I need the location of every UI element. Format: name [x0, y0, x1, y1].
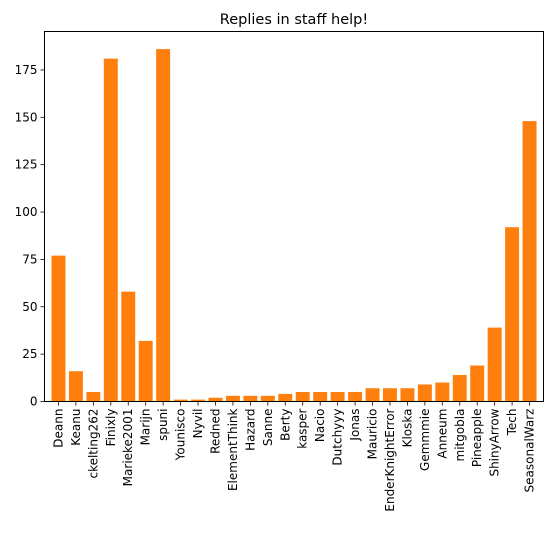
bar-Sanne [260, 395, 275, 402]
bar-Dutchyyy [330, 392, 345, 402]
bar-Berty [278, 393, 293, 402]
bar-Younisco [173, 399, 188, 402]
bar-SeasonalWarz [522, 121, 537, 402]
bar-Keanu [68, 371, 83, 402]
x-tick-label-spuni: spuni [156, 409, 170, 441]
bar-ShinyArrow [487, 327, 502, 402]
x-tick-label-Mauricio: Mauricio [366, 409, 380, 460]
chart-title: Replies in staff help! [220, 12, 368, 28]
bar-ElementThink [225, 395, 240, 402]
x-tick-label-Dutchyyy: Dutchyyy [331, 409, 345, 466]
y-tick-label: 150 [15, 110, 38, 124]
x-tick-label-Finixly: Finixly [104, 409, 118, 447]
y-tick-label: 175 [15, 63, 38, 77]
y-tick-label: 50 [22, 300, 37, 314]
bar-Nacio [313, 392, 328, 402]
bars [51, 49, 537, 402]
bar-Jonas [348, 392, 363, 402]
x-tick-label-mitgobla: mitgobla [453, 408, 467, 461]
x-tick-label-Nacio: Nacio [313, 409, 327, 443]
x-axis: Deann Keanu ckelting262 Finixly Marieke2001 M… [51, 401, 537, 512]
bar-Redned [208, 397, 223, 402]
y-tick-label: 75 [22, 252, 37, 266]
x-tick-label-Keanu: Keanu [69, 409, 83, 446]
x-tick-label-ckelting262: ckelting262 [86, 409, 100, 479]
y-tick-label: 125 [15, 158, 38, 172]
x-tick-label-Marieke2001: Marieke2001 [121, 409, 135, 487]
x-tick-label-Tech: Tech [505, 409, 519, 437]
x-tick-label-EnderKnightError: EnderKnightError [383, 408, 397, 511]
bar-mitgobla [452, 374, 467, 402]
x-tick-label-Anneum: Anneum [435, 409, 449, 459]
x-tick-label-Nyvil: Nyvil [191, 409, 205, 439]
x-tick-label-Redned: Redned [208, 409, 222, 454]
y-tick-label: 100 [15, 205, 38, 219]
bar-Kloska [400, 388, 415, 402]
plot-frame [44, 31, 544, 402]
y-tick-label: 25 [22, 347, 37, 361]
y-tick-label: 0 [30, 395, 38, 409]
x-tick-label-Hazard: Hazard [243, 409, 257, 451]
bar-spuni [156, 49, 171, 402]
x-tick-label-Jonas: Jonas [348, 409, 362, 442]
x-tick-label-Kloska: Kloska [400, 409, 414, 448]
bar-Marijn [138, 340, 153, 402]
bar-Mauricio [365, 388, 380, 402]
bar-Deann [51, 255, 66, 402]
bar-Anneum [435, 382, 450, 402]
x-tick-label-SeasonalWarz: SeasonalWarz [523, 409, 537, 493]
bar-Marieke2001 [121, 291, 136, 402]
x-tick-label-Gemmmie: Gemmmie [418, 409, 432, 471]
bar-Hazard [243, 395, 258, 402]
x-tick-label-Pineapple: Pineapple [470, 409, 484, 468]
x-tick-label-Deann: Deann [51, 409, 65, 448]
x-tick-label-Sanne: Sanne [261, 409, 275, 447]
x-tick-label-Younisco: Younisco [174, 409, 188, 462]
bar-Gemmmie [417, 384, 432, 402]
y-axis: 0 25 50 75 100 125 150 175 [15, 63, 45, 409]
x-tick-label-ShinyArrow: ShinyArrow [488, 408, 502, 476]
x-tick-label-Marijn: Marijn [139, 409, 153, 446]
x-tick-label-Berty: Berty [278, 409, 292, 441]
bar-kasper [295, 392, 310, 402]
bar-Nyvil [191, 399, 206, 402]
bar-Tech [505, 227, 520, 402]
x-tick-label-ElementThink: ElementThink [226, 408, 240, 491]
x-tick-label-kasper: kasper [296, 408, 310, 448]
bar-Pineapple [470, 365, 485, 402]
bar-Finixly [103, 58, 118, 402]
bar-EnderKnightError [382, 388, 397, 402]
bar-ckelting262 [86, 392, 101, 402]
